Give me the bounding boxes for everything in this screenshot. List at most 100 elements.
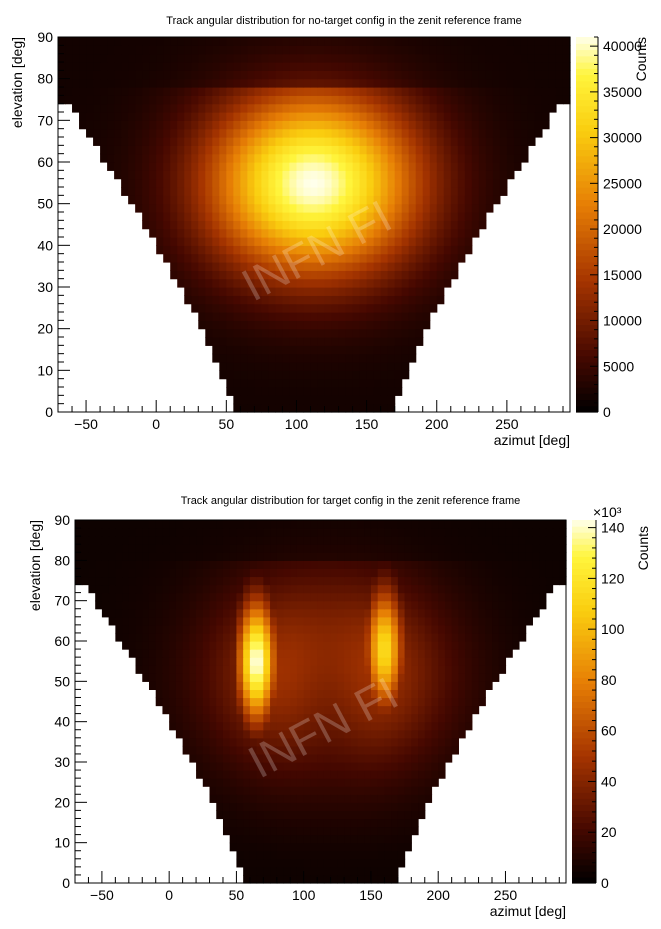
y-tick-label: 40 (54, 714, 70, 730)
heatmap-cell (202, 641, 211, 650)
heatmap-cell (216, 753, 224, 763)
heatmap-cell (148, 592, 157, 602)
heatmap-cell (233, 303, 241, 313)
heatmap-cell (323, 657, 332, 666)
heatmap-cell (431, 624, 439, 634)
heatmap-cell (397, 536, 406, 545)
heatmap-cell (148, 665, 157, 674)
heatmap-cell (254, 253, 262, 263)
heatmap-cell (344, 794, 352, 803)
heatmap-cell (86, 95, 94, 105)
heatmap-cell (310, 753, 318, 763)
heatmap-cell (95, 600, 103, 610)
heatmap-cell (357, 810, 365, 820)
heatmap-cell (377, 874, 385, 884)
heatmap-cell (282, 287, 291, 296)
heatmap-cell (478, 681, 486, 690)
heatmap-cell (310, 544, 318, 553)
heatmap-cell (359, 37, 368, 46)
heatmap-cell (115, 624, 123, 634)
heatmap-cell (431, 673, 439, 682)
heatmap-cell (290, 753, 298, 763)
heatmap-cell (505, 600, 513, 610)
heatmap-cell (324, 78, 333, 88)
heatmap-cell (155, 536, 164, 545)
heatmap-cell (283, 826, 291, 836)
heatmap-cell (209, 616, 217, 626)
heatmap-cell (352, 178, 361, 188)
heatmap-cell (240, 220, 248, 230)
heatmap-cells (75, 520, 567, 884)
heatmap-cell (169, 705, 177, 715)
heatmap-cell (359, 295, 368, 305)
heatmap-cell (296, 145, 305, 155)
heatmap-cell (337, 673, 345, 682)
heatmap-cell (290, 762, 298, 771)
heatmap-cell (212, 253, 220, 263)
heatmap-cell (438, 737, 446, 747)
heatmap-cell (324, 170, 333, 180)
heatmap-cell (397, 770, 406, 779)
heatmap-cell (222, 786, 231, 795)
color-bar-step (576, 137, 598, 144)
heatmap-cell (263, 697, 271, 707)
heatmap-cell (429, 95, 438, 105)
heatmap-cell (317, 245, 326, 255)
heatmap-cell (219, 220, 227, 230)
heatmap-cell (422, 145, 431, 155)
color-bar-step (576, 237, 598, 244)
heatmap-cell (162, 657, 170, 666)
heatmap-cell (350, 584, 359, 594)
heatmap-cell (539, 576, 547, 586)
heatmap-cell (520, 70, 529, 80)
heatmap-cell (184, 37, 192, 46)
heatmap-cell (222, 673, 231, 682)
heatmap-cell (465, 624, 473, 634)
heatmap-cell (236, 657, 244, 666)
heatmap-cell (370, 665, 379, 674)
heatmap-cell (303, 120, 312, 130)
heatmap-cell (310, 657, 318, 666)
heatmap-cell (170, 70, 178, 80)
heatmap-cell (408, 353, 417, 363)
heatmap-cell (88, 536, 96, 545)
heatmap-cell (156, 220, 164, 230)
heatmap-cell (290, 794, 298, 803)
heatmap-cell (534, 70, 543, 80)
heatmap-cell (191, 45, 199, 55)
heatmap-cell (337, 552, 345, 561)
heatmap-cell (275, 253, 284, 263)
heatmap-cell (344, 729, 352, 739)
heatmap-cell (438, 665, 446, 674)
heatmap-cell (303, 778, 312, 787)
heatmap-cell (290, 544, 298, 553)
heatmap-cell (212, 353, 220, 363)
heatmap-cell (415, 128, 424, 138)
heatmap-cell (337, 737, 345, 747)
heatmap-cell (415, 295, 424, 305)
heatmap-cell (350, 568, 359, 578)
heatmap-cell (492, 195, 501, 205)
heatmap-cell (431, 520, 439, 529)
heatmap-cell (450, 245, 459, 255)
heatmap-cell (122, 641, 130, 650)
heatmap-cell (276, 753, 285, 763)
heatmap-cell (380, 112, 389, 121)
heatmap-cell (532, 568, 540, 578)
heatmap-cell (373, 312, 382, 321)
heatmap-cell (233, 120, 241, 130)
heatmap-cell (380, 187, 389, 196)
heatmap-cell (254, 203, 262, 213)
heatmap-cell (471, 520, 480, 529)
heatmap-cell (338, 112, 347, 121)
heatmap-cell (310, 778, 318, 787)
heatmap-cell (527, 87, 536, 96)
heatmap-cell (337, 729, 345, 739)
heatmap-cell (100, 62, 108, 71)
heatmap-cell (233, 178, 241, 188)
heatmap-cell (451, 681, 459, 690)
heatmap-cell (249, 737, 258, 747)
heatmap-cell (170, 45, 178, 55)
heatmap-cell (155, 584, 164, 594)
heatmap-cell (243, 697, 251, 707)
